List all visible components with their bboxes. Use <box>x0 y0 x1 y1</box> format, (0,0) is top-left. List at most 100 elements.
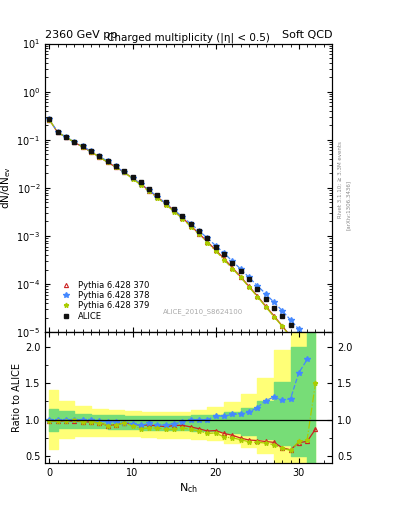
Pythia 6.428 370 <box>72 139 77 145</box>
Text: Rivet 3.1.10; ≥ 3.3M events: Rivet 3.1.10; ≥ 3.3M events <box>338 141 343 218</box>
ALICE <box>138 179 143 185</box>
ALICE <box>205 235 210 241</box>
Pythia 6.428 378 <box>280 308 285 314</box>
Pythia 6.428 379 <box>147 188 151 195</box>
Pythia 6.428 378 <box>114 163 118 169</box>
Pythia 6.428 379 <box>155 195 160 201</box>
Pythia 6.428 379 <box>246 284 251 290</box>
ALICE <box>255 286 260 292</box>
Pythia 6.428 378 <box>205 235 210 241</box>
Text: ALICE_2010_S8624100: ALICE_2010_S8624100 <box>163 308 243 315</box>
Line: Pythia 6.428 370: Pythia 6.428 370 <box>47 118 326 385</box>
ALICE <box>122 168 127 175</box>
Pythia 6.428 370 <box>163 201 168 207</box>
Pythia 6.428 379 <box>263 304 268 310</box>
ALICE <box>213 244 218 250</box>
Pythia 6.428 370 <box>88 149 93 155</box>
ALICE <box>313 374 318 380</box>
Pythia 6.428 370 <box>230 265 235 271</box>
Pythia 6.428 370 <box>280 323 285 329</box>
ALICE <box>280 313 285 319</box>
Pythia 6.428 378 <box>296 326 301 332</box>
ALICE <box>222 251 226 257</box>
ALICE <box>97 153 102 159</box>
Pythia 6.428 370 <box>213 247 218 253</box>
Pythia 6.428 378 <box>97 154 102 160</box>
Line: Pythia 6.428 378: Pythia 6.428 378 <box>47 117 327 361</box>
Y-axis label: Ratio to ALICE: Ratio to ALICE <box>12 363 22 432</box>
Pythia 6.428 379 <box>205 240 210 246</box>
Pythia 6.428 379 <box>55 130 60 136</box>
Pythia 6.428 370 <box>180 215 185 221</box>
Pythia 6.428 378 <box>313 345 318 351</box>
Pythia 6.428 370 <box>55 130 60 136</box>
Pythia 6.428 378 <box>47 116 52 122</box>
ALICE <box>238 268 243 274</box>
Pythia 6.428 370 <box>205 239 210 245</box>
Pythia 6.428 370 <box>246 283 251 289</box>
Pythia 6.428 379 <box>88 149 93 155</box>
ALICE <box>80 143 85 150</box>
Pythia 6.428 370 <box>147 187 151 194</box>
Pythia 6.428 370 <box>272 313 276 319</box>
Pythia 6.428 379 <box>280 323 285 329</box>
Pythia 6.428 370 <box>313 368 318 374</box>
Pythia 6.428 378 <box>255 283 260 289</box>
Pythia 6.428 378 <box>288 317 293 323</box>
Text: Soft QCD: Soft QCD <box>282 30 332 40</box>
Pythia 6.428 379 <box>272 313 276 319</box>
Pythia 6.428 378 <box>238 266 243 272</box>
Pythia 6.428 370 <box>64 134 68 140</box>
Pythia 6.428 370 <box>138 181 143 187</box>
Pythia 6.428 378 <box>72 139 77 145</box>
Pythia 6.428 370 <box>172 207 176 214</box>
Pythia 6.428 379 <box>196 231 201 238</box>
Pythia 6.428 379 <box>163 201 168 207</box>
Pythia 6.428 379 <box>288 333 293 339</box>
Pythia 6.428 379 <box>122 169 127 176</box>
Pythia 6.428 379 <box>238 274 243 281</box>
Pythia 6.428 370 <box>130 175 135 181</box>
Pythia 6.428 379 <box>296 344 301 350</box>
Pythia 6.428 370 <box>263 303 268 309</box>
Pythia 6.428 378 <box>55 129 60 135</box>
Title: Charged multiplicity (|η| < 0.5): Charged multiplicity (|η| < 0.5) <box>107 33 270 43</box>
ALICE <box>172 205 176 211</box>
Y-axis label: dN/dN$_\mathsf{ev}$: dN/dN$_\mathsf{ev}$ <box>0 166 13 209</box>
Pythia 6.428 370 <box>305 356 310 362</box>
Pythia 6.428 379 <box>213 248 218 254</box>
Pythia 6.428 378 <box>138 181 143 187</box>
Text: [arXiv:1306.3436]: [arXiv:1306.3436] <box>346 180 351 230</box>
Pythia 6.428 379 <box>321 378 326 384</box>
Pythia 6.428 370 <box>114 164 118 170</box>
Pythia 6.428 378 <box>246 274 251 281</box>
Pythia 6.428 370 <box>238 273 243 280</box>
Pythia 6.428 378 <box>105 158 110 164</box>
ALICE <box>272 305 276 311</box>
Line: Pythia 6.428 379: Pythia 6.428 379 <box>47 117 326 383</box>
Pythia 6.428 379 <box>47 117 52 123</box>
Pythia 6.428 378 <box>122 169 127 176</box>
Pythia 6.428 378 <box>88 148 93 154</box>
Pythia 6.428 370 <box>80 144 85 150</box>
Pythia 6.428 379 <box>97 154 102 160</box>
Pythia 6.428 378 <box>155 194 160 200</box>
Pythia 6.428 378 <box>147 187 151 193</box>
Pythia 6.428 379 <box>222 257 226 263</box>
Pythia 6.428 370 <box>321 379 326 386</box>
ALICE <box>180 213 185 219</box>
ALICE <box>114 162 118 168</box>
Pythia 6.428 378 <box>222 250 226 256</box>
Pythia 6.428 378 <box>180 214 185 220</box>
Pythia 6.428 379 <box>114 164 118 170</box>
Pythia 6.428 378 <box>305 336 310 342</box>
Pythia 6.428 378 <box>80 143 85 150</box>
Pythia 6.428 379 <box>105 159 110 165</box>
ALICE <box>155 192 160 198</box>
ALICE <box>147 186 151 192</box>
X-axis label: N$_\mathsf{ch}$: N$_\mathsf{ch}$ <box>179 481 198 495</box>
Pythia 6.428 378 <box>230 258 235 264</box>
Pythia 6.428 370 <box>188 223 193 229</box>
Pythia 6.428 379 <box>305 355 310 361</box>
Pythia 6.428 379 <box>72 139 77 145</box>
